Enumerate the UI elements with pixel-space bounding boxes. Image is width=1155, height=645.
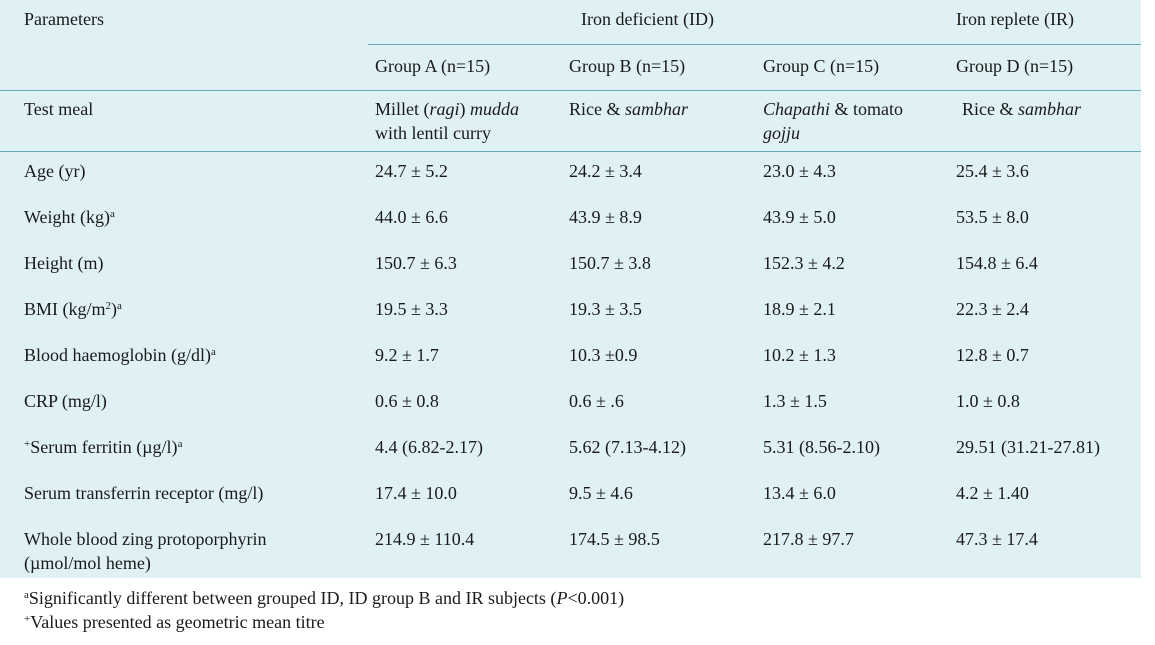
cell-group-c: 217.8 ± 97.7 [763,529,854,549]
cell-group-a: 9.2 ± 1.7 [375,345,439,365]
row-label: BMI (kg/m2)a [24,297,122,321]
row-label: Height (m) [24,253,104,273]
cell-group-d: 25.4 ± 3.6 [956,161,1029,181]
cell-group-a: 4.4 (6.82-2.17) [375,437,483,457]
test-meal-group-d: Rice & sambhar [962,97,1081,121]
cell-group-b: 24.2 ± 3.4 [569,161,642,181]
row-label-text: Weight (kg) [24,207,111,227]
header-group-c: Group C (n=15) [763,56,880,76]
test-meal-d-sambhar: sambhar [1018,99,1082,119]
row-label: CRP (mg/l) [24,391,107,411]
rule-header-bottom [0,90,1141,91]
cell-group-c: 43.9 ± 5.0 [763,207,836,227]
test-meal-a-ragi: ragi [429,99,460,119]
row-label-text-line2: (µmol/mol heme) [24,553,151,573]
cell-group-d: 154.8 ± 6.4 [956,253,1038,273]
footnote-2: +Values presented as geometric mean titr… [24,610,325,634]
cell-group-a: 17.4 ± 10.0 [375,483,457,503]
cell-group-b: 0.6 ± .6 [569,391,624,411]
cell-group-b: 150.7 ± 3.8 [569,253,651,273]
test-meal-c-chapathi: Chapathi [763,99,831,119]
row-label-text: Blood haemoglobin (g/dl) [24,345,211,365]
test-meal-a-paren: ) [459,99,471,119]
cell-group-a: 19.5 ± 3.3 [375,299,448,319]
cell-group-d: 29.51 (31.21-27.81) [956,437,1100,457]
cell-group-c: 5.31 (8.56-2.10) [763,437,880,457]
cell-group-c: 1.3 ± 1.5 [763,391,827,411]
rule-header-groups [368,44,1141,45]
footnote-marker: a [210,346,216,358]
test-meal-group-c: Chapathi & tomato gojju [763,97,903,145]
cell-group-d: 22.3 ± 2.4 [956,299,1029,319]
footnote-2-marker: + [24,613,31,625]
row-label-test-meal: Test meal [24,99,94,119]
test-meal-a-text: Millet ( [375,99,430,119]
cell-group-d: 4.2 ± 1.40 [956,483,1029,503]
row-label-close: ) [111,299,118,319]
test-meal-a-mudda: mudda [470,99,520,119]
cell-group-c: 13.4 ± 6.0 [763,483,836,503]
cell-group-c: 10.2 ± 1.3 [763,345,836,365]
header-group-b: Group B (n=15) [569,56,686,76]
cell-group-c: 152.3 ± 4.2 [763,253,845,273]
row-label: Whole blood zing protoporphyrin (µmol/mo… [24,527,266,575]
row-label: Age (yr) [24,161,86,181]
cell-group-d: 53.5 ± 8.0 [956,207,1029,227]
test-meal-a-line2: with lentil curry [375,123,491,143]
row-label-text: Serum ferritin (µg/l) [30,437,178,457]
row-label-text: BMI (kg/m [24,299,106,319]
footnote-1-marker: a [24,589,29,601]
test-meal-b-sambhar: sambhar [625,99,689,119]
footnote-marker: a [117,300,122,312]
cell-group-b: 5.62 (7.13-4.12) [569,437,686,457]
test-meal-d-text: Rice & [962,99,1018,119]
footnote-1: aSignificantly different between grouped… [24,586,624,610]
cell-group-d: 47.3 ± 17.4 [956,529,1038,549]
cell-group-a: 214.9 ± 110.4 [375,529,475,549]
header-iron-deficient: Iron deficient (ID) [581,9,714,29]
row-label: +Serum ferritin (µg/l)a [24,435,182,459]
footnote-marker: a [110,208,115,220]
footnote-1-text: Significantly different between grouped … [28,588,557,608]
table-footnotes: aSignificantly different between grouped… [0,578,1155,645]
cell-group-a: 44.0 ± 6.6 [375,207,448,227]
row-label: Blood haemoglobin (g/dl)a [24,343,216,367]
header-parameters: Parameters [24,9,104,29]
cell-group-c: 23.0 ± 4.3 [763,161,836,181]
header-iron-replete: Iron replete (IR) [956,9,1074,29]
cell-group-b: 174.5 ± 98.5 [569,529,660,549]
cell-group-b: 10.3 ±0.9 [569,345,638,365]
footnote-2-text: Values presented as geometric mean titre [30,612,325,632]
cell-group-b: 19.3 ± 3.5 [569,299,642,319]
row-label: Weight (kg)a [24,205,115,229]
rule-test-meal-bottom [0,151,1141,152]
row-label: Serum transferrin receptor (mg/l) [24,483,264,503]
cell-group-c: 18.9 ± 2.1 [763,299,836,319]
cell-group-a: 24.7 ± 5.2 [375,161,448,181]
cell-group-b: 43.9 ± 8.9 [569,207,642,227]
right-margin [1141,0,1155,578]
test-meal-b-text: Rice & [569,99,625,119]
test-meal-group-a: Millet (ragi) mudda with lentil curry [375,97,519,145]
cell-group-d: 12.8 ± 0.7 [956,345,1029,365]
cell-group-a: 150.7 ± 6.3 [375,253,457,273]
footnote-1-text-end: <0.001) [567,588,625,608]
header-group-a: Group A (n=15) [375,56,491,76]
footnote-marker-plus: + [24,438,31,450]
test-meal-c-text: & tomato [830,99,904,119]
cell-group-a: 0.6 ± 0.8 [375,391,439,411]
footnote-marker: a [177,438,183,450]
cell-group-d: 1.0 ± 0.8 [956,391,1020,411]
bmi-exponent: 2 [105,300,112,312]
row-label-text: Whole blood zing protoporphyrin [24,529,267,549]
cell-group-b: 9.5 ± 4.6 [569,483,633,503]
data-table: Parameters Iron deficient (ID) Iron repl… [0,9,1141,575]
test-meal-group-b: Rice & sambhar [569,97,688,121]
test-meal-c-gojju: gojju [763,123,801,143]
header-group-d: Group D (n=15) [956,56,1074,76]
footnote-1-p: P [556,588,568,608]
